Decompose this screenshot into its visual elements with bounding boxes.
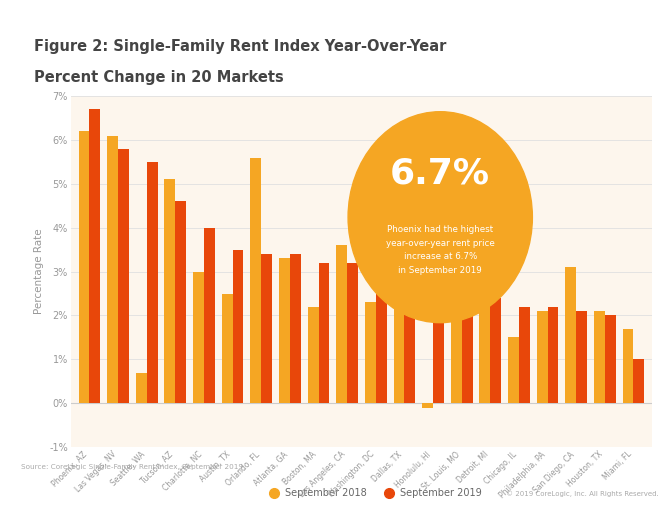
Bar <box>318 263 330 403</box>
Bar <box>107 135 118 403</box>
Text: September 2018: September 2018 <box>285 489 367 498</box>
Bar <box>175 201 186 403</box>
Bar <box>347 263 358 403</box>
Bar <box>118 149 129 403</box>
Text: Figure 2: Single-Family Rent Index Year-Over-Year: Figure 2: Single-Family Rent Index Year-… <box>34 39 446 54</box>
Bar <box>365 303 376 403</box>
Text: © 2019 CoreLogic, Inc. All Rights Reserved.: © 2019 CoreLogic, Inc. All Rights Reserv… <box>506 490 659 497</box>
Bar <box>393 281 404 403</box>
Bar <box>147 162 158 403</box>
Bar <box>433 285 444 403</box>
Bar <box>547 307 559 403</box>
Bar <box>491 298 501 403</box>
Bar <box>193 272 204 403</box>
Y-axis label: Percentage Rate: Percentage Rate <box>34 229 44 314</box>
Bar <box>261 254 272 403</box>
Bar <box>565 267 576 403</box>
Bar <box>204 228 215 403</box>
Bar <box>508 337 519 403</box>
Bar <box>279 259 290 403</box>
Bar <box>290 254 301 403</box>
Text: September 2019: September 2019 <box>401 489 482 498</box>
Bar <box>89 109 101 403</box>
Bar <box>451 285 461 403</box>
Bar <box>136 373 147 403</box>
Bar <box>308 307 318 403</box>
Text: Percent Change in 20 Markets: Percent Change in 20 Markets <box>34 69 284 85</box>
Bar <box>634 359 644 403</box>
Bar <box>232 250 244 403</box>
Bar <box>576 311 587 403</box>
Bar <box>519 307 530 403</box>
Bar <box>79 131 89 403</box>
Bar <box>479 254 491 403</box>
Bar <box>336 245 347 403</box>
Bar <box>164 179 175 403</box>
Text: Phoenix had the highest
year-over-year rent price
increase at 6.7%
in September : Phoenix had the highest year-over-year r… <box>386 225 495 275</box>
Bar <box>594 311 605 403</box>
Bar <box>250 157 261 403</box>
Bar <box>622 329 634 403</box>
Bar <box>422 403 433 408</box>
Bar <box>605 315 616 403</box>
Bar <box>376 281 387 403</box>
Bar <box>222 293 232 403</box>
Text: Source: CoreLogic Single-Family Rent Index, September 2019: Source: CoreLogic Single-Family Rent Ind… <box>21 464 243 470</box>
Bar <box>537 311 547 403</box>
Bar <box>461 293 473 403</box>
Bar <box>404 285 415 403</box>
Text: 6.7%: 6.7% <box>390 156 491 190</box>
Circle shape <box>348 112 532 322</box>
